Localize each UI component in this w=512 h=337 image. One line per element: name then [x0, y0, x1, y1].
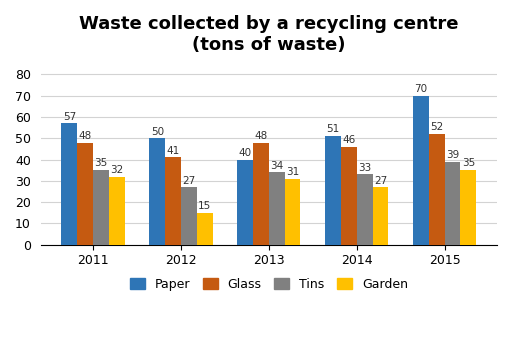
Bar [253, 143, 269, 245]
Bar [77, 143, 93, 245]
Text: 40: 40 [239, 148, 252, 158]
Text: 51: 51 [326, 124, 339, 134]
Text: 32: 32 [110, 165, 123, 175]
Text: 35: 35 [462, 158, 475, 168]
Text: 34: 34 [270, 161, 284, 171]
Bar [165, 157, 181, 245]
Text: 35: 35 [94, 158, 108, 168]
Bar [341, 147, 357, 245]
Bar [237, 159, 253, 245]
Text: 48: 48 [254, 131, 268, 141]
Bar [181, 187, 197, 245]
Bar [325, 136, 341, 245]
Bar [197, 213, 212, 245]
Bar [93, 170, 109, 245]
Text: 48: 48 [78, 131, 92, 141]
Text: 57: 57 [63, 112, 76, 122]
Bar [269, 172, 285, 245]
Bar [150, 138, 165, 245]
Legend: Paper, Glass, Tins, Garden: Paper, Glass, Tins, Garden [125, 273, 413, 296]
Text: 50: 50 [151, 127, 164, 136]
Text: 41: 41 [166, 146, 180, 156]
Bar [429, 134, 444, 245]
Bar [444, 162, 460, 245]
Text: 70: 70 [414, 84, 428, 94]
Text: 31: 31 [286, 167, 299, 177]
Bar [413, 96, 429, 245]
Text: 27: 27 [374, 176, 387, 186]
Bar [109, 177, 125, 245]
Bar [285, 179, 301, 245]
Bar [61, 123, 77, 245]
Bar [460, 170, 476, 245]
Title: Waste collected by a recycling centre
(tons of waste): Waste collected by a recycling centre (t… [79, 15, 459, 54]
Bar [357, 175, 373, 245]
Text: 27: 27 [182, 176, 196, 186]
Text: 39: 39 [446, 150, 459, 160]
Text: 33: 33 [358, 163, 371, 173]
Text: 52: 52 [430, 122, 443, 132]
Text: 46: 46 [342, 135, 355, 145]
Bar [373, 187, 389, 245]
Text: 15: 15 [198, 201, 211, 211]
